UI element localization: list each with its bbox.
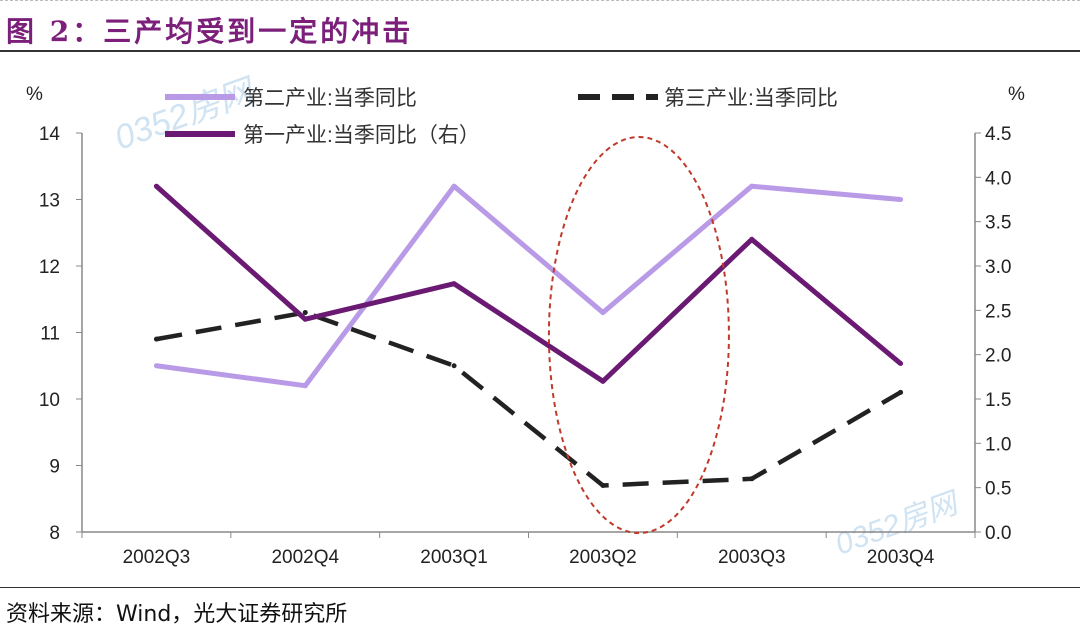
left-tick-label: 8 xyxy=(49,523,60,544)
watermark-logo: 0352房网 xyxy=(110,71,262,157)
x-tick-label: 2003Q4 xyxy=(867,547,935,568)
right-tick-label: 2.0 xyxy=(985,346,1011,367)
left-tick-label: 9 xyxy=(49,457,60,478)
left-tick-label: 10 xyxy=(39,390,60,411)
data-point xyxy=(302,383,308,389)
x-tick-label: 2002Q4 xyxy=(271,547,339,568)
data-point xyxy=(600,310,606,316)
source-rule xyxy=(0,587,1080,588)
right-tick-label: 4.5 xyxy=(985,124,1011,145)
left-tick-label: 11 xyxy=(40,324,60,345)
right-tick-label: 0.5 xyxy=(985,479,1011,500)
data-point xyxy=(302,316,308,322)
right-tick-label: 1.0 xyxy=(985,434,1011,455)
x-tick-label: 2003Q3 xyxy=(718,547,786,568)
data-point xyxy=(898,361,904,367)
data-point xyxy=(153,183,159,189)
highlight-ellipse xyxy=(547,136,730,534)
data-point xyxy=(600,482,606,488)
x-tick-label: 2003Q2 xyxy=(569,547,637,568)
right-tick-label: 4.0 xyxy=(985,168,1011,189)
title-rule xyxy=(0,50,1080,52)
data-point xyxy=(749,183,755,189)
source-note: 资料来源：Wind，光大证券研究所 xyxy=(6,602,348,627)
data-point xyxy=(749,236,755,242)
data-point xyxy=(749,476,755,482)
right-tick-label: 2.5 xyxy=(985,301,1011,322)
data-point xyxy=(302,310,308,316)
data-point xyxy=(451,281,457,287)
data-point xyxy=(898,197,904,202)
left-tick-label: 13 xyxy=(39,191,60,212)
data-point xyxy=(451,363,457,369)
series-line-1 xyxy=(156,183,901,389)
top-border xyxy=(0,0,1080,1)
x-tick-label: 2003Q1 xyxy=(420,547,488,568)
legend-label: 第三产业:当季同比 xyxy=(664,87,838,110)
right-tick-label: 1.5 xyxy=(985,390,1011,411)
data-point xyxy=(451,183,457,189)
data-point xyxy=(600,378,606,384)
x-tick-label: 2002Q3 xyxy=(123,547,191,568)
left-tick-label: 14 xyxy=(39,124,61,145)
right-tick-label: 3.5 xyxy=(985,213,1011,234)
legend-label: 第二产业:当季同比 xyxy=(243,87,417,110)
left-tick-label: 12 xyxy=(39,257,60,278)
data-point xyxy=(898,389,904,395)
right-tick-label: 3.0 xyxy=(985,257,1011,278)
right-axis-unit: % xyxy=(1008,84,1025,105)
data-point xyxy=(153,336,159,342)
series-line-3 xyxy=(154,184,903,384)
figure-title: 图 2：三产均受到一定的冲击 xyxy=(6,15,414,48)
legend-label: 第一产业:当季同比（右） xyxy=(243,124,480,147)
series-line-2 xyxy=(156,310,902,488)
left-axis-unit: % xyxy=(26,84,43,105)
right-tick-label: 0.0 xyxy=(985,523,1011,544)
data-point xyxy=(153,363,159,369)
